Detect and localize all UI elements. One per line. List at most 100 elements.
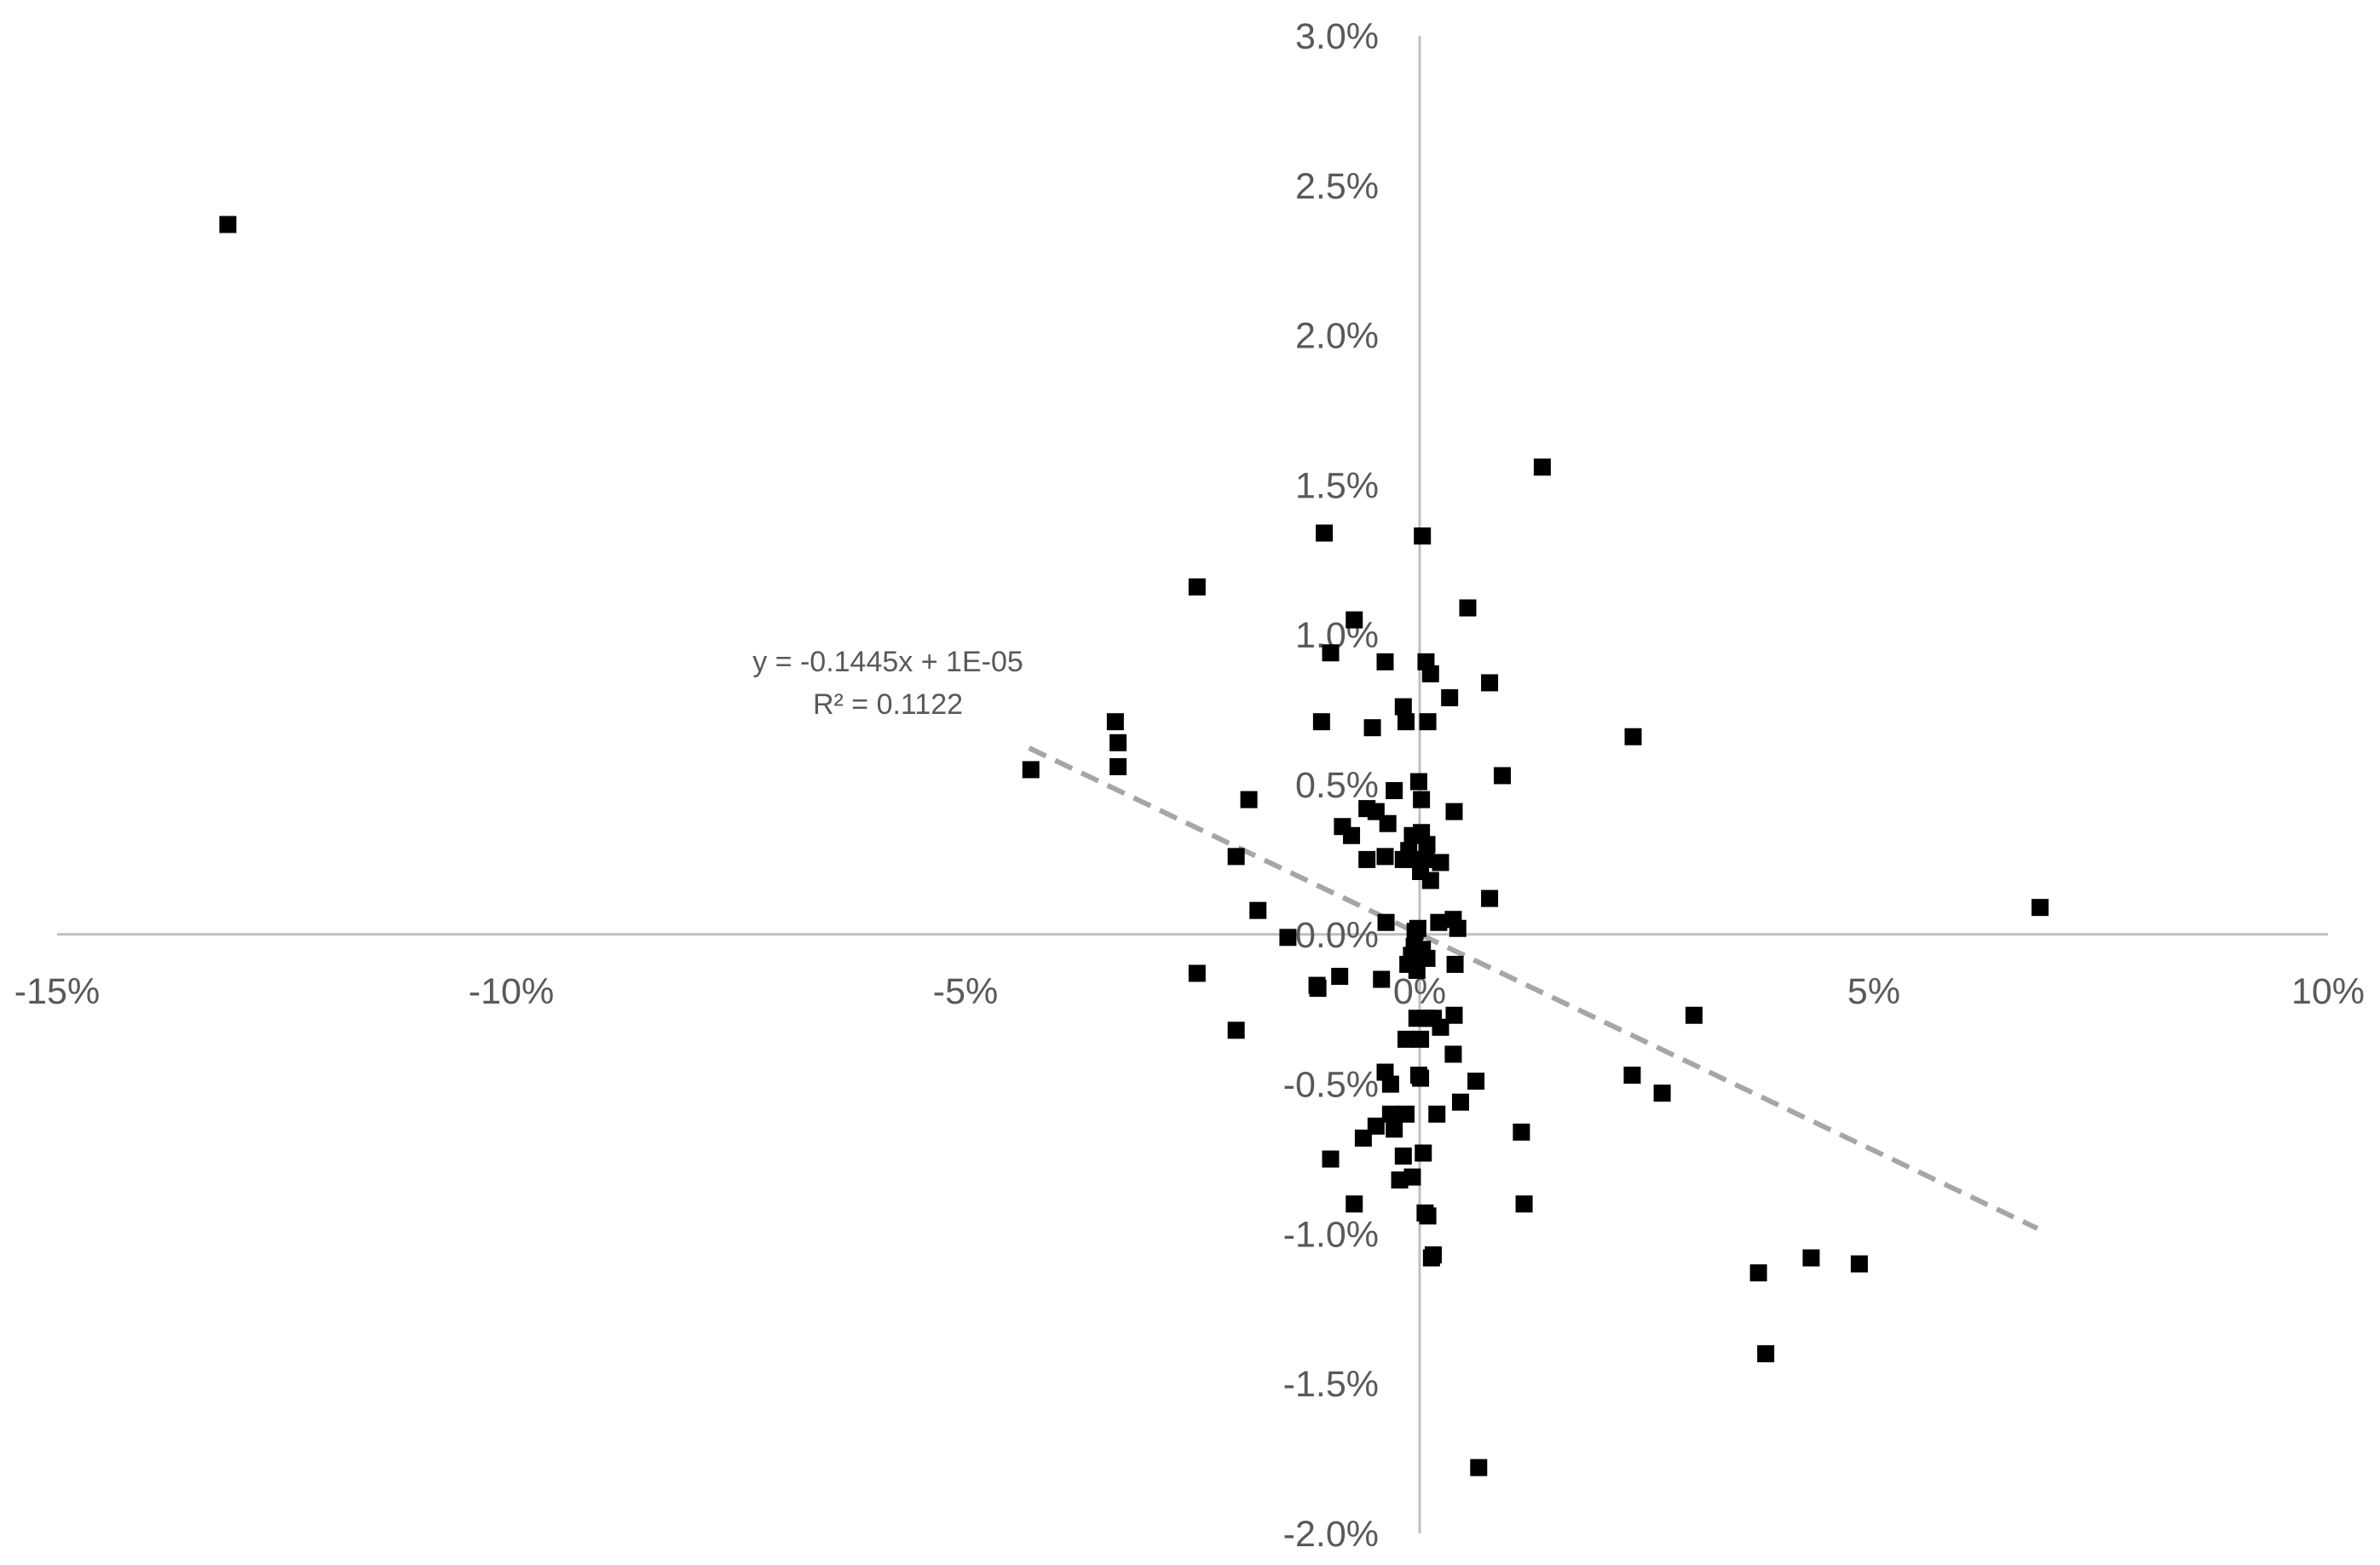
data-point: [1422, 1249, 1440, 1267]
y-tick-label: 0.0%: [1295, 915, 1379, 956]
data-point: [1757, 1345, 1775, 1363]
data-point: [1106, 713, 1124, 731]
data-point: [1403, 1168, 1421, 1186]
y-tick-label: 2.0%: [1295, 316, 1379, 357]
y-tick-label: -1.5%: [1283, 1364, 1379, 1405]
data-point: [1331, 968, 1349, 986]
data-point: [1419, 713, 1437, 731]
data-point: [1533, 458, 1551, 476]
data-point: [1441, 689, 1459, 707]
data-point: [1419, 1207, 1437, 1225]
data-point: [1451, 1093, 1469, 1111]
data-point: [1515, 1195, 1533, 1213]
data-point: [1685, 1006, 1703, 1024]
x-tick-label: -15%: [14, 971, 100, 1012]
data-point: [1445, 803, 1463, 820]
data-point: [1412, 1069, 1430, 1087]
data-point: [1397, 1030, 1415, 1048]
data-point: [1386, 1120, 1403, 1138]
data-point: [1227, 1021, 1245, 1039]
trendline-equation: y = -0.1445x + 1E-05: [752, 646, 1023, 678]
data-point: [1494, 767, 1512, 785]
trendline-r-squared: R² = 0.1122: [813, 688, 963, 721]
data-point: [1421, 872, 1439, 889]
data-point: [1413, 791, 1431, 808]
data-point: [1432, 854, 1449, 872]
data-point: [1481, 674, 1499, 692]
data-point: [1346, 611, 1363, 629]
data-point: [1397, 713, 1415, 731]
y-tick-labels: 3.0%2.5%2.0%1.5%1.0%0.5%0.0%-0.5%-1.0%-1…: [1283, 16, 1379, 1555]
x-tick-label: 10%: [2291, 971, 2365, 1012]
data-point: [1481, 889, 1499, 907]
data-point: [1394, 850, 1412, 868]
data-points: [219, 216, 2049, 1476]
data-point: [1470, 1459, 1488, 1476]
y-tick-label: 1.5%: [1295, 465, 1379, 506]
y-tick-label: 0.5%: [1295, 765, 1379, 806]
data-point: [1406, 923, 1424, 941]
data-point: [1316, 524, 1334, 542]
data-point: [1240, 791, 1258, 808]
axes: [57, 36, 2328, 1533]
data-point: [1624, 728, 1642, 745]
y-tick-label: -1.0%: [1283, 1214, 1379, 1255]
data-point: [1376, 848, 1394, 866]
data-point: [1279, 929, 1297, 946]
data-point: [1381, 1105, 1399, 1123]
data-point: [1850, 1255, 1868, 1273]
data-point: [1513, 1123, 1530, 1141]
data-point: [1444, 1045, 1462, 1063]
data-point: [1394, 1147, 1412, 1165]
y-tick-label: -0.5%: [1283, 1065, 1379, 1106]
data-point: [1432, 1018, 1449, 1036]
data-point: [2031, 899, 2049, 917]
x-tick-labels: -15% -10% -5% 0% 5% 10%: [14, 971, 2365, 1012]
data-point: [1022, 761, 1040, 779]
data-point: [1749, 1264, 1767, 1282]
x-tick-label: -10%: [469, 971, 554, 1012]
data-point: [219, 216, 237, 233]
data-point: [1414, 527, 1432, 545]
data-point: [1358, 850, 1376, 868]
data-point: [1449, 919, 1467, 937]
data-point: [1386, 782, 1403, 800]
data-point: [1109, 734, 1127, 751]
data-point: [1322, 1150, 1340, 1168]
data-point: [1623, 1067, 1641, 1085]
data-point: [1397, 1105, 1415, 1123]
data-point: [1363, 719, 1381, 737]
data-point: [1445, 1006, 1463, 1024]
data-point: [1376, 653, 1394, 670]
y-tick-label: 3.0%: [1295, 16, 1379, 57]
data-point: [1381, 1075, 1399, 1093]
data-point: [1415, 1144, 1432, 1162]
data-point: [1312, 713, 1330, 731]
data-point: [1409, 773, 1427, 791]
data-point: [1802, 1249, 1820, 1267]
data-point: [1430, 913, 1448, 931]
data-point: [1653, 1085, 1671, 1102]
data-point: [1418, 836, 1436, 854]
data-point: [1354, 1129, 1372, 1147]
data-point: [1346, 1195, 1363, 1213]
y-tick-label: 2.5%: [1295, 166, 1379, 207]
x-tick-label: 5%: [1847, 971, 1900, 1012]
data-point: [1412, 1030, 1430, 1048]
trendline: [1028, 745, 2039, 1231]
data-point: [1408, 961, 1426, 979]
data-point: [1446, 955, 1464, 973]
y-tick-label: -2.0%: [1283, 1514, 1379, 1555]
data-point: [1188, 964, 1206, 982]
data-point: [1249, 901, 1267, 919]
data-point: [1322, 644, 1340, 662]
data-point: [1379, 814, 1397, 832]
data-point: [1188, 578, 1206, 596]
data-point: [1109, 757, 1127, 775]
data-point: [1377, 913, 1395, 931]
data-point: [1227, 848, 1245, 866]
x-tick-label: -5%: [933, 971, 998, 1012]
data-point: [1421, 665, 1439, 682]
data-point: [1459, 599, 1477, 617]
